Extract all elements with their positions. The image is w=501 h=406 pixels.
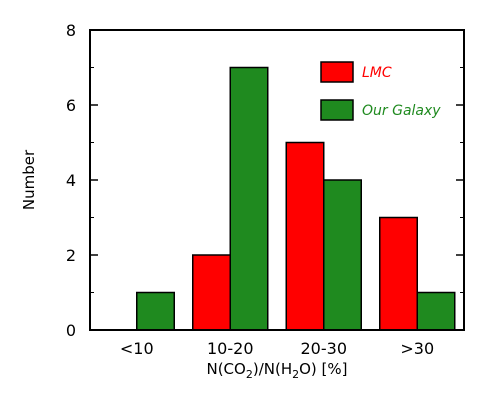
legend-label: LMC <box>362 65 392 81</box>
x-axis-ticks: <10 10-20 20-30 >30 <box>120 339 434 358</box>
x-axis-title-part: O) [%] <box>299 360 347 378</box>
legend-swatch <box>320 61 354 83</box>
x-tick-label: 20-30 <box>301 339 348 358</box>
y-tick-label: 0 <box>66 321 76 340</box>
y-axis-ticks: 0 2 4 6 8 <box>66 21 464 340</box>
x-tick-label: <10 <box>120 339 154 358</box>
x-axis-title-part: N(CO <box>206 360 245 378</box>
x-axis-title-part: )/N(H <box>253 360 292 378</box>
y-tick-label: 2 <box>66 246 76 265</box>
y-tick-label: 8 <box>66 21 76 40</box>
bar-lmc-2 <box>285 141 325 331</box>
bar-our-galaxy-3 <box>416 291 456 331</box>
bars-group <box>136 66 456 331</box>
x-tick-label: 10-20 <box>207 339 254 358</box>
y-tick-label: 4 <box>66 171 76 190</box>
legend-label: Our Galaxy <box>362 103 441 119</box>
x-axis-title-subscript: 2 <box>246 368 253 381</box>
x-tick-label: >30 <box>400 339 434 358</box>
bar-our-galaxy-1 <box>229 66 269 331</box>
bar-our-galaxy-2 <box>323 179 362 331</box>
x-axis-title: N(CO2)/N(H2O) [%] <box>206 360 347 381</box>
bar-lmc-1 <box>192 254 231 331</box>
y-tick-label: 6 <box>66 96 76 115</box>
legend: LMC Our Galaxy <box>320 61 441 121</box>
y-axis-title: Number <box>20 149 38 210</box>
bar-lmc-3 <box>379 216 418 331</box>
x-axis-title-subscript: 2 <box>292 368 299 381</box>
bar-our-galaxy-0 <box>136 291 175 331</box>
legend-swatch <box>320 99 354 121</box>
